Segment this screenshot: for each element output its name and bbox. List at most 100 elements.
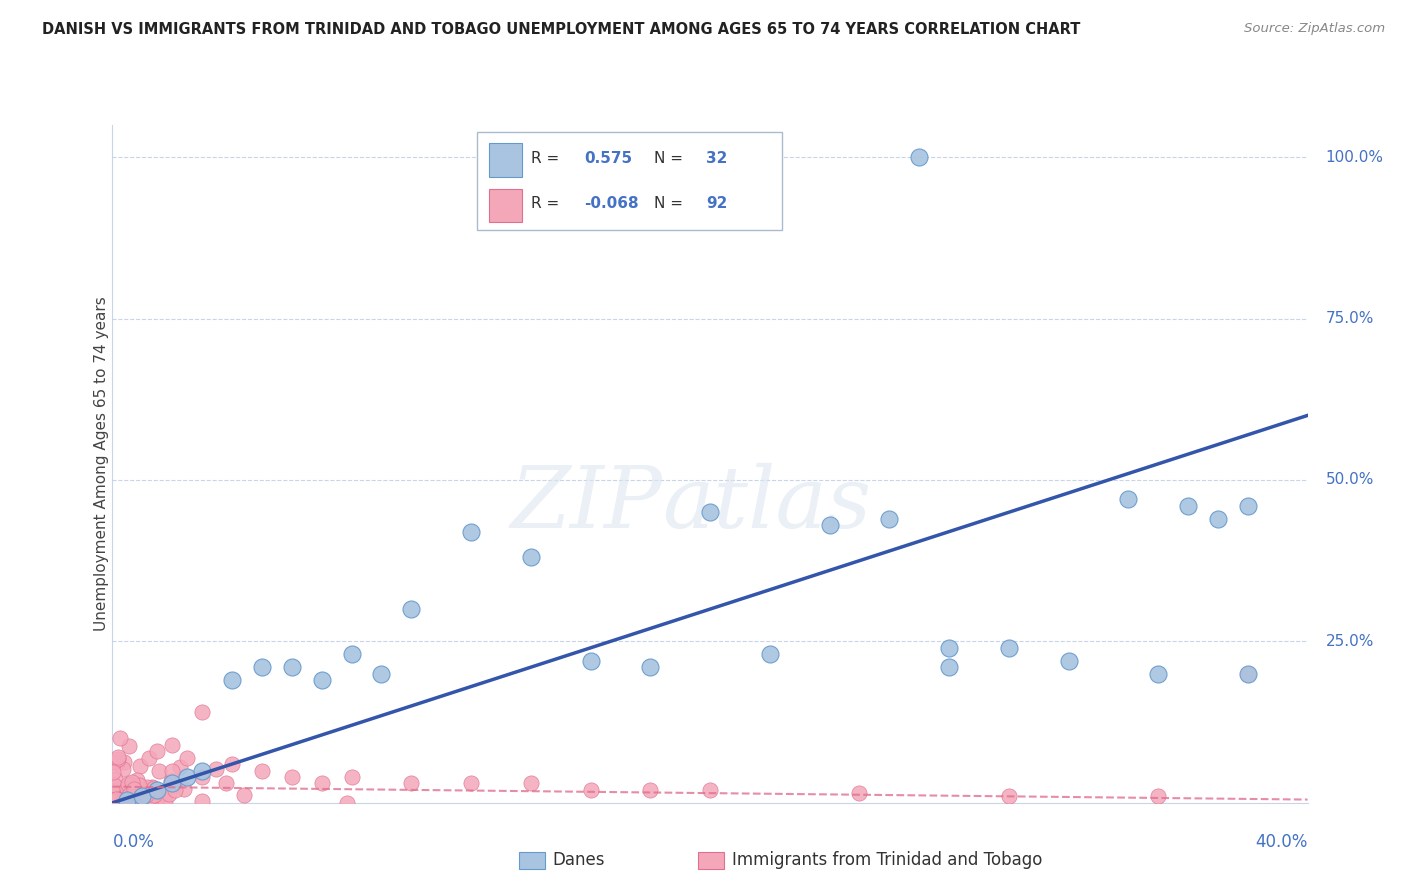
Text: 32: 32 xyxy=(706,151,728,166)
Point xyxy=(118,795,141,809)
Point xyxy=(120,793,142,807)
Text: ZIP: ZIP xyxy=(510,463,662,546)
Point xyxy=(460,776,482,790)
Point xyxy=(1237,499,1260,513)
Point xyxy=(340,648,363,662)
Point xyxy=(110,731,132,746)
Point xyxy=(117,796,139,810)
Point xyxy=(1237,666,1260,681)
Y-axis label: Unemployment Among Ages 65 to 74 years: Unemployment Among Ages 65 to 74 years xyxy=(94,296,108,632)
Point xyxy=(112,789,135,804)
Point xyxy=(1177,499,1199,513)
Point xyxy=(104,796,127,810)
Point xyxy=(162,764,183,778)
Point xyxy=(370,666,392,681)
Point xyxy=(129,758,152,772)
Point xyxy=(122,789,145,803)
Point xyxy=(114,796,136,810)
Point xyxy=(114,783,136,797)
Point xyxy=(142,788,165,802)
Point xyxy=(142,780,165,795)
Point xyxy=(103,784,125,798)
Point xyxy=(152,787,174,801)
Point xyxy=(191,706,214,720)
Text: DANISH VS IMMIGRANTS FROM TRINIDAD AND TOBAGO UNEMPLOYMENT AMONG AGES 65 TO 74 Y: DANISH VS IMMIGRANTS FROM TRINIDAD AND T… xyxy=(42,22,1081,37)
Point xyxy=(114,792,136,806)
Point xyxy=(176,750,198,764)
Point xyxy=(136,780,159,794)
Point xyxy=(128,780,150,794)
Point xyxy=(111,762,134,776)
Point xyxy=(311,673,333,687)
Point xyxy=(127,772,149,787)
Point xyxy=(118,739,141,753)
Point xyxy=(141,780,163,795)
Point xyxy=(131,789,153,804)
Text: R =: R = xyxy=(531,196,564,211)
Point xyxy=(138,751,160,765)
Point xyxy=(401,602,423,616)
Point xyxy=(112,792,135,806)
Point xyxy=(121,775,143,789)
Text: 40.0%: 40.0% xyxy=(1256,833,1308,851)
Point xyxy=(157,787,180,801)
Point xyxy=(108,791,131,805)
Point xyxy=(176,770,198,784)
Point xyxy=(121,780,143,795)
Text: -0.068: -0.068 xyxy=(585,196,640,211)
Point xyxy=(638,660,662,674)
Point xyxy=(105,755,128,769)
Point xyxy=(401,776,423,790)
Point xyxy=(160,773,183,788)
Point xyxy=(108,780,131,795)
Point xyxy=(107,750,129,764)
Point xyxy=(110,792,132,806)
Text: 50.0%: 50.0% xyxy=(1326,473,1374,488)
Point xyxy=(311,776,333,790)
Point xyxy=(128,777,150,791)
Point xyxy=(135,789,157,803)
Point xyxy=(281,770,304,784)
Point xyxy=(638,783,662,797)
Point xyxy=(191,794,214,808)
Point xyxy=(127,782,149,797)
Point xyxy=(105,791,128,805)
Point xyxy=(120,777,142,791)
Point xyxy=(233,788,256,802)
Point xyxy=(1206,512,1229,526)
Point xyxy=(520,550,543,565)
Point xyxy=(908,150,931,164)
Point xyxy=(148,764,170,778)
Point xyxy=(115,781,138,796)
Text: N =: N = xyxy=(654,196,688,211)
Point xyxy=(818,518,841,533)
Point xyxy=(1057,654,1080,668)
Point xyxy=(110,789,132,804)
Point xyxy=(103,778,125,792)
Point xyxy=(191,770,214,784)
Point xyxy=(124,786,146,800)
Text: Immigrants from Trinidad and Tobago: Immigrants from Trinidad and Tobago xyxy=(731,852,1042,870)
Point xyxy=(124,784,146,798)
Text: 25.0%: 25.0% xyxy=(1326,634,1374,648)
Point xyxy=(105,792,128,806)
Point xyxy=(877,512,901,526)
Point xyxy=(129,789,152,803)
Text: 75.0%: 75.0% xyxy=(1326,311,1374,326)
Text: 92: 92 xyxy=(706,196,728,211)
Point xyxy=(460,524,482,539)
Point xyxy=(117,792,139,806)
Text: N =: N = xyxy=(654,151,688,166)
Bar xyxy=(519,852,546,869)
Text: 0.0%: 0.0% xyxy=(112,833,155,851)
Point xyxy=(281,660,304,674)
FancyBboxPatch shape xyxy=(477,132,782,230)
Point xyxy=(520,776,543,790)
Point xyxy=(938,640,960,655)
Point xyxy=(103,794,125,808)
Point xyxy=(340,770,363,784)
Point xyxy=(169,760,191,774)
Point xyxy=(112,756,135,770)
Point xyxy=(998,640,1021,655)
Point xyxy=(699,783,721,797)
